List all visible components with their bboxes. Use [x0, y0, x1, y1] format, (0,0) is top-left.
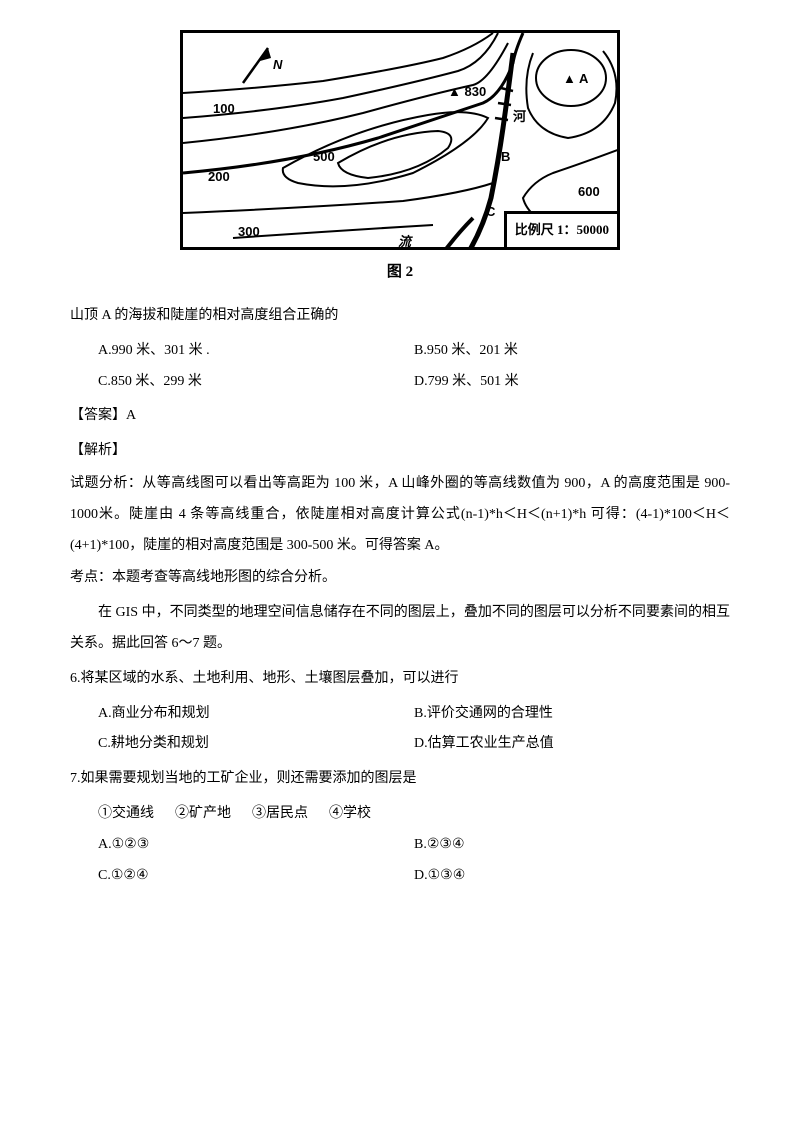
answer-label: 【答案】A	[70, 401, 730, 432]
contour-300: 300	[238, 218, 260, 247]
q6-option-b: B.评价交通网的合理性	[414, 699, 730, 730]
q6-stem: 6.将某区域的水系、土地利用、地形、土壤图层叠加，可以进行	[70, 664, 730, 695]
q7-option-c: C.①②④	[98, 861, 414, 892]
q5-option-c: C.850 米、299 米	[98, 367, 414, 398]
analysis-label: 【解析】	[70, 436, 730, 467]
kaodian-text: 考点：本题考查等高线地形图的综合分析。	[70, 563, 730, 594]
point-c: C	[486, 198, 495, 227]
peak-a: ▲ A	[563, 65, 588, 94]
contour-100: 100	[213, 95, 235, 124]
gis-intro: 在 GIS 中，不同类型的地理空间信息储存在不同的图层上，叠加不同的图层可以分析…	[70, 598, 730, 660]
q5-options-row1: A.990 米、301 米 . B.950 米、201 米	[98, 336, 730, 367]
point-b: B	[501, 143, 510, 172]
peak-830: ▲ 830	[448, 78, 486, 107]
q5-option-d: D.799 米、501 米	[414, 367, 730, 398]
north-label: N	[273, 51, 282, 80]
river-label: 河	[513, 103, 526, 132]
q7-option-a: A.①②③	[98, 830, 414, 861]
q6-option-c: C.耕地分类和规划	[98, 729, 414, 760]
topographic-map: N 100 200 300 500 600 ▲ 830 ▲ A 河 B C 流 …	[180, 30, 620, 250]
q7-circ-1: ①交通线	[98, 799, 154, 830]
q6-option-d: D.估算工农业生产总值	[414, 729, 730, 760]
north-arrow-icon	[243, 48, 271, 83]
q7-option-d: D.①③④	[414, 861, 730, 892]
q5-option-a: A.990 米、301 米 .	[98, 336, 414, 367]
q6-options-row1: A.商业分布和规划 B.评价交通网的合理性	[98, 699, 730, 730]
q7-stem: 7.如果需要规划当地的工矿企业，则还需要添加的图层是	[70, 764, 730, 795]
figure-caption: 图 2	[387, 256, 413, 289]
q5-options-row2: C.850 米、299 米 D.799 米、501 米	[98, 367, 730, 398]
liu-label: 流	[398, 228, 411, 250]
q7-circled-items: ①交通线 ②矿产地 ③居民点 ④学校	[98, 799, 730, 830]
analysis-text: 试题分析：从等高线图可以看出等高距为 100 米，A 山峰外圈的等高线数值为 9…	[70, 469, 730, 561]
q6-options-row2: C.耕地分类和规划 D.估算工农业生产总值	[98, 729, 730, 760]
q5-stem: 山顶 A 的海拔和陡崖的相对高度组合正确的	[70, 301, 730, 332]
contour-600: 600	[578, 178, 600, 207]
figure-container: N 100 200 300 500 600 ▲ 830 ▲ A 河 B C 流 …	[70, 30, 730, 289]
q7-circ-3: ③居民点	[252, 799, 308, 830]
q7-circ-2: ②矿产地	[175, 799, 231, 830]
q5-option-b: B.950 米、201 米	[414, 336, 730, 367]
q7-circ-4: ④学校	[329, 799, 371, 830]
contour-500: 500	[313, 143, 335, 172]
q7-options: A.①②③ B.②③④ C.①②④ D.①③④	[98, 830, 730, 892]
contour-200: 200	[208, 163, 230, 192]
q7-option-b: B.②③④	[414, 830, 730, 861]
scale-box: 比例尺 1：50000	[504, 211, 620, 250]
q6-option-a: A.商业分布和规划	[98, 699, 414, 730]
